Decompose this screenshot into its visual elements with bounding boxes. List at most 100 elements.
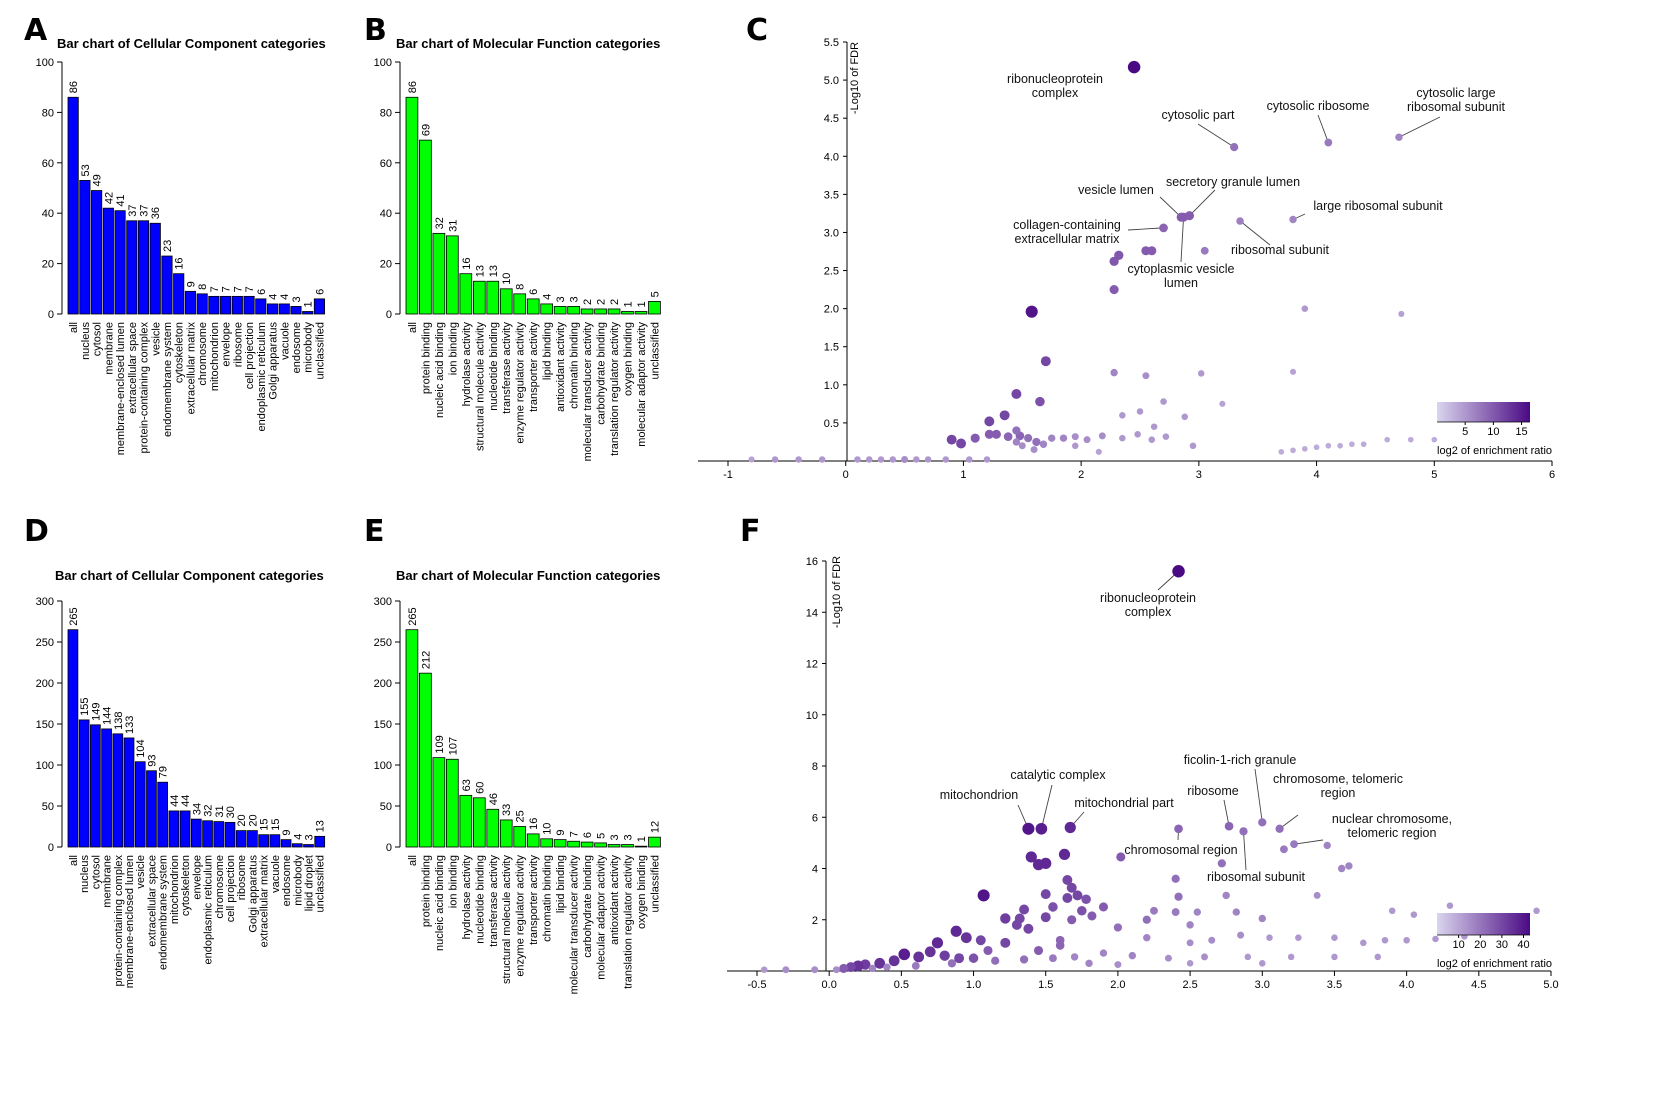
data-point <box>947 959 957 968</box>
point-annotation: cytoplasmic vesicle lumen <box>1128 262 1235 290</box>
data-point <box>1039 440 1048 448</box>
bar-chart-molecular-function-e: Bar chart of Molecular Function categori… <box>374 568 662 994</box>
colorbar-tick-label: 5 <box>1462 426 1468 438</box>
category-label: translation regulator activity <box>623 855 635 989</box>
bar <box>190 818 202 848</box>
category-label: ion binding <box>447 322 459 375</box>
category-label: unclassified <box>314 322 326 379</box>
data-point <box>1049 954 1057 963</box>
panel-letter-c: C <box>746 13 769 48</box>
bar-value-label: 9 <box>555 829 567 835</box>
bar-value-label: 2 <box>609 299 621 305</box>
data-point <box>1148 436 1156 443</box>
data-point <box>1174 892 1183 901</box>
data-point <box>1128 951 1137 960</box>
bar-value-label: 144 <box>102 707 114 725</box>
bar-value-label: 7 <box>244 286 256 292</box>
bar <box>634 311 648 315</box>
y-tick-label: 5.5 <box>824 37 839 49</box>
colorbar <box>1437 402 1530 422</box>
leader-line <box>1189 189 1216 217</box>
data-point <box>883 963 891 971</box>
data-point <box>1077 906 1087 916</box>
data-point <box>1119 412 1126 419</box>
data-point <box>1035 396 1045 407</box>
data-point <box>1186 960 1194 967</box>
bar-value-label: 30 <box>225 806 237 818</box>
bar <box>202 820 213 848</box>
bar <box>208 295 220 315</box>
data-point <box>1201 953 1209 961</box>
bar-value-label: 7 <box>232 286 244 292</box>
category-label: enzyme regulator activity <box>515 322 527 444</box>
data-point <box>1114 961 1122 969</box>
data-point <box>984 429 994 439</box>
category-label: chromatin binding <box>569 322 581 409</box>
data-point <box>1099 949 1108 957</box>
bar-value-label: 2 <box>596 299 608 305</box>
category-label: hydrolase activity <box>461 322 473 407</box>
labeled-data-point <box>1174 824 1183 834</box>
bar <box>91 190 103 315</box>
y-tick-label: 1.5 <box>824 342 839 354</box>
chart-title: Bar chart of Cellular Component categori… <box>55 568 324 583</box>
category-label: all <box>68 855 80 866</box>
bar-value-label: 7 <box>569 831 581 837</box>
y-tick-label: 300 <box>36 596 54 608</box>
category-label: structural molecule activity <box>474 322 486 451</box>
data-point <box>1290 447 1296 454</box>
bar-value-label: 13 <box>315 820 327 832</box>
point-annotation: cytosolic large ribosomal subunit <box>1407 86 1505 114</box>
bar <box>459 273 473 315</box>
bar-value-label: 5 <box>596 833 608 839</box>
data-point <box>1071 442 1079 450</box>
bar <box>540 838 553 848</box>
bar-value-label: 4 <box>292 834 304 840</box>
bar <box>173 273 185 315</box>
bar-value-label: 6 <box>256 289 268 295</box>
category-label: protein binding <box>420 855 432 927</box>
category-label: chromosome <box>214 855 226 919</box>
bar <box>513 293 527 315</box>
bar <box>266 303 279 315</box>
data-point <box>1070 953 1079 961</box>
data-point <box>832 966 840 974</box>
data-point <box>1098 432 1106 440</box>
data-point <box>888 955 900 967</box>
category-label: endosome <box>291 322 303 373</box>
data-point <box>1222 891 1230 900</box>
y-tick-label: 16 <box>806 556 818 568</box>
y-axis-title: -Log10 of FDR <box>831 556 843 628</box>
data-point <box>1232 908 1240 916</box>
y-tick-label: 300 <box>374 596 392 608</box>
bar-value-label: 2 <box>582 299 594 305</box>
colorbar-title: log2 of enrichment ratio <box>1437 445 1552 457</box>
category-label: lipid binding <box>555 855 567 913</box>
leader-line <box>1239 220 1271 246</box>
data-point <box>1012 438 1021 446</box>
bar-value-label: 53 <box>80 164 92 176</box>
bar-value-label: 7 <box>209 286 221 292</box>
data-point <box>1066 882 1077 893</box>
bar <box>67 629 79 848</box>
bar-value-label: 13 <box>474 265 486 277</box>
data-point <box>1114 250 1124 260</box>
bar <box>621 311 634 315</box>
data-point <box>1403 936 1410 944</box>
category-label: unclassified <box>649 855 661 912</box>
category-label: endomembrane system <box>162 322 174 437</box>
bar <box>419 139 432 315</box>
y-tick-label: 200 <box>36 678 54 690</box>
bar-value-label: 4 <box>542 294 554 300</box>
bar-value-label: 104 <box>135 739 147 757</box>
bar-value-label: 8 <box>515 284 527 290</box>
data-point <box>1081 894 1091 905</box>
y-tick-label: 250 <box>36 637 54 649</box>
data-point <box>1278 449 1285 455</box>
labeled-data-point <box>1172 565 1185 578</box>
bar-value-label: 8 <box>197 284 209 290</box>
data-point <box>1244 953 1252 961</box>
y-tick-label: 80 <box>380 107 392 119</box>
data-point <box>1109 285 1119 295</box>
panel-letter-b: B <box>364 13 387 48</box>
